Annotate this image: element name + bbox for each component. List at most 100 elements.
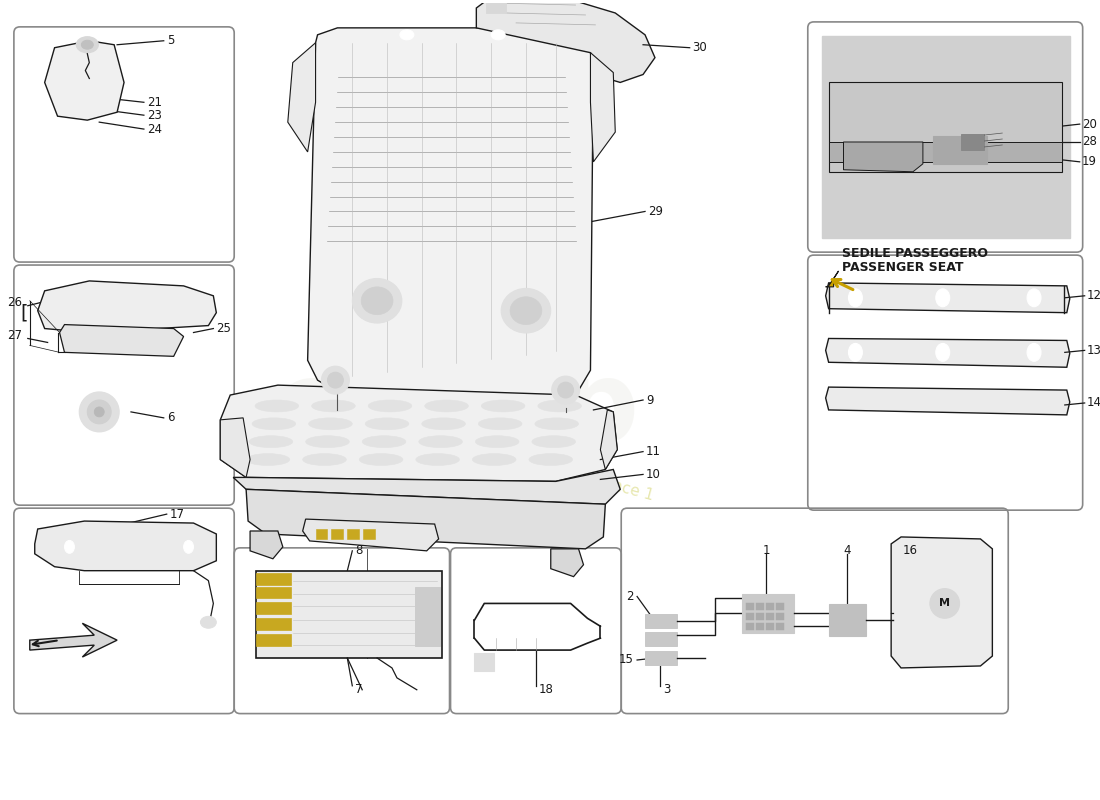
Text: 30: 30: [693, 42, 707, 54]
Text: 9: 9: [646, 394, 653, 406]
Ellipse shape: [425, 400, 469, 412]
Ellipse shape: [421, 418, 465, 430]
Polygon shape: [551, 549, 583, 577]
Ellipse shape: [478, 418, 522, 430]
Polygon shape: [826, 338, 1070, 367]
Text: 16: 16: [903, 544, 918, 558]
Polygon shape: [59, 325, 184, 356]
Polygon shape: [302, 519, 439, 551]
Ellipse shape: [532, 436, 575, 448]
Ellipse shape: [306, 436, 350, 448]
Bar: [746, 623, 755, 630]
Polygon shape: [828, 142, 1062, 162]
Bar: [256, 602, 290, 614]
Text: 5: 5: [167, 34, 174, 47]
Bar: [933, 136, 988, 164]
Ellipse shape: [81, 40, 94, 49]
Bar: [742, 594, 794, 634]
Ellipse shape: [76, 37, 98, 53]
Polygon shape: [37, 281, 217, 333]
Text: 28: 28: [1081, 135, 1097, 149]
Bar: [756, 603, 764, 610]
Bar: [776, 603, 784, 610]
Polygon shape: [476, 0, 654, 82]
Bar: [828, 605, 867, 636]
Ellipse shape: [321, 366, 350, 394]
Bar: [256, 573, 290, 585]
Polygon shape: [591, 53, 615, 162]
Text: 18: 18: [539, 683, 553, 696]
Text: PASSENGER SEAT: PASSENGER SEAT: [842, 261, 962, 274]
Ellipse shape: [400, 30, 414, 40]
Bar: [776, 614, 784, 620]
Bar: [331, 529, 343, 539]
Ellipse shape: [936, 289, 949, 306]
Ellipse shape: [848, 343, 862, 362]
Ellipse shape: [538, 400, 582, 412]
Ellipse shape: [848, 289, 862, 306]
Polygon shape: [250, 531, 283, 558]
Text: M: M: [939, 598, 950, 609]
Ellipse shape: [529, 454, 573, 466]
Text: 2: 2: [626, 590, 634, 603]
Bar: [645, 651, 676, 665]
Bar: [746, 614, 755, 620]
Text: 12: 12: [1087, 290, 1100, 302]
Text: 11: 11: [646, 445, 661, 458]
Ellipse shape: [252, 418, 296, 430]
Ellipse shape: [246, 454, 289, 466]
Text: 8: 8: [355, 544, 363, 558]
Text: [: [: [20, 303, 28, 322]
Bar: [256, 634, 290, 646]
Text: 26: 26: [7, 296, 22, 310]
Ellipse shape: [311, 400, 355, 412]
Polygon shape: [256, 570, 441, 658]
Ellipse shape: [1027, 343, 1041, 362]
Ellipse shape: [184, 541, 194, 554]
Polygon shape: [35, 521, 217, 570]
Ellipse shape: [249, 436, 293, 448]
Bar: [474, 653, 494, 671]
Polygon shape: [826, 271, 838, 287]
Text: 20: 20: [1081, 118, 1097, 130]
Ellipse shape: [558, 382, 573, 398]
Bar: [363, 529, 375, 539]
Text: 1: 1: [762, 544, 770, 558]
Ellipse shape: [362, 436, 406, 448]
Ellipse shape: [95, 407, 104, 417]
Bar: [766, 623, 774, 630]
Polygon shape: [45, 41, 124, 120]
Polygon shape: [246, 490, 605, 549]
Bar: [316, 529, 328, 539]
Text: SEDILE PASSEGGERO: SEDILE PASSEGGERO: [842, 246, 988, 260]
Ellipse shape: [510, 297, 542, 325]
Bar: [415, 586, 440, 646]
Bar: [645, 632, 676, 646]
Ellipse shape: [368, 400, 411, 412]
Ellipse shape: [416, 454, 460, 466]
Ellipse shape: [535, 418, 579, 430]
Polygon shape: [826, 387, 1070, 415]
Polygon shape: [288, 42, 316, 152]
Text: 15: 15: [618, 654, 634, 666]
Text: 7: 7: [355, 683, 363, 696]
Text: 19: 19: [1081, 155, 1097, 168]
Ellipse shape: [502, 288, 551, 333]
Bar: [766, 614, 774, 620]
Polygon shape: [233, 470, 620, 504]
Text: 4: 4: [844, 544, 851, 558]
Bar: [256, 618, 290, 630]
Ellipse shape: [302, 454, 346, 466]
Text: europ: europ: [274, 357, 639, 463]
Ellipse shape: [936, 343, 949, 362]
Bar: [960, 134, 984, 150]
Ellipse shape: [1027, 289, 1041, 306]
Ellipse shape: [472, 454, 516, 466]
Text: 10: 10: [646, 468, 661, 481]
Polygon shape: [30, 623, 117, 657]
Ellipse shape: [87, 400, 111, 424]
Ellipse shape: [200, 616, 217, 628]
Text: 29: 29: [648, 205, 663, 218]
Bar: [486, 0, 506, 13]
Ellipse shape: [365, 418, 409, 430]
